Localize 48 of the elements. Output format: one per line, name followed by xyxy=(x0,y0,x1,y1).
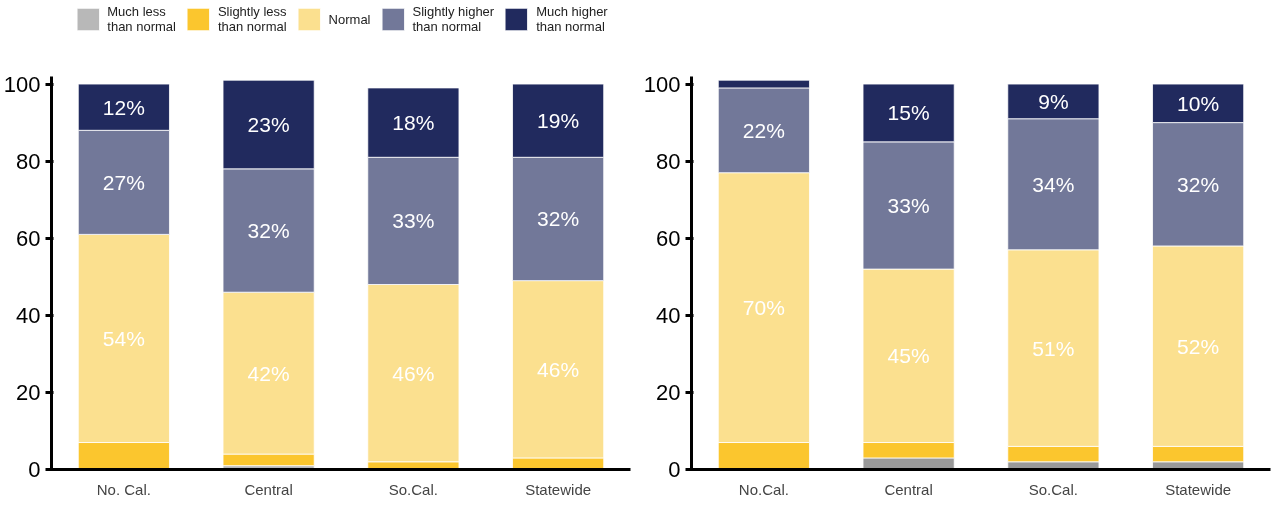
x-tick-label: So.Cal. xyxy=(388,480,438,498)
y-tick-label: 80 xyxy=(656,148,681,174)
data-label: 12% xyxy=(102,95,145,119)
y-tick-label: 100 xyxy=(643,71,681,97)
y-tick-label: 20 xyxy=(656,379,681,405)
data-label: 42% xyxy=(247,361,290,385)
x-tick-label: No.Cal. xyxy=(738,480,789,498)
data-label: 15% xyxy=(887,101,930,125)
x-tick-label: Central xyxy=(884,480,933,498)
y-tick-label: 60 xyxy=(16,225,41,251)
y-tick-label: 40 xyxy=(656,302,681,328)
y-tick-label: 40 xyxy=(16,302,41,328)
data-label: 9% xyxy=(1038,89,1069,113)
data-label: 34% xyxy=(1032,172,1075,196)
x-tick-label: Central xyxy=(244,480,293,498)
data-label: 32% xyxy=(1177,172,1220,196)
y-tick-label: 100 xyxy=(3,71,41,97)
data-label: 18% xyxy=(392,111,435,135)
data-label: 27% xyxy=(102,170,145,194)
data-label: 33% xyxy=(887,193,930,217)
data-label: 19% xyxy=(537,109,580,133)
y-tick-label: 0 xyxy=(28,457,41,482)
x-tick-label: Statewide xyxy=(1165,480,1232,498)
legend-label: Much higher than normal xyxy=(536,4,608,34)
x-tick-label: Statewide xyxy=(525,480,592,498)
y-tick-label: 80 xyxy=(16,148,41,174)
data-label: 70% xyxy=(742,296,785,320)
data-label: 46% xyxy=(392,361,435,385)
data-label: 32% xyxy=(247,219,290,243)
data-label: 22% xyxy=(742,118,785,142)
data-label: 32% xyxy=(537,207,580,231)
x-tick-label: No. Cal. xyxy=(96,480,151,498)
legend-label: Much less than normal xyxy=(107,4,176,34)
legend-label: Normal xyxy=(328,11,371,27)
data-label: 51% xyxy=(1032,336,1075,360)
y-tick-label: 20 xyxy=(16,379,41,405)
y-tick-label: 0 xyxy=(668,457,681,482)
legend-label: Slightly less than normal xyxy=(217,4,287,34)
x-tick-label: So.Cal. xyxy=(1028,480,1078,498)
data-label: 46% xyxy=(537,357,580,381)
data-label: 54% xyxy=(102,326,145,350)
legend-label: Slightly higher than normal xyxy=(412,4,495,34)
data-label: 52% xyxy=(1177,334,1220,358)
data-label: 33% xyxy=(392,209,435,233)
y-tick-label: 60 xyxy=(656,225,681,251)
data-label: 23% xyxy=(247,113,290,137)
data-label: 10% xyxy=(1177,91,1220,115)
data-label: 45% xyxy=(887,344,930,368)
